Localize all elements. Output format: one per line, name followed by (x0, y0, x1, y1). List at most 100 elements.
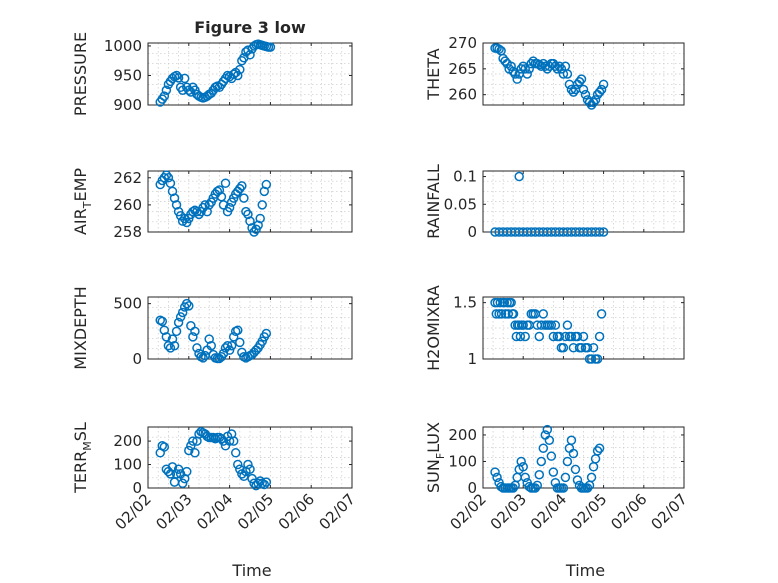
h2omixra-data-point (506, 297, 516, 308)
mixdepth-ylabel: MIXDEPTH (71, 286, 90, 369)
theta-data-point (518, 61, 528, 71)
rainfall-ytick-label: 0.05 (444, 195, 477, 213)
h2omixra-data-point (503, 309, 514, 319)
mixdepth-data-point (257, 336, 267, 347)
air-temp-ylabel-sub: T (81, 201, 94, 209)
sun-flux-data-point (530, 483, 541, 493)
air-temp-data-point (239, 193, 249, 203)
h2omixra-data-point (594, 331, 605, 342)
h2omixra-data-point (576, 342, 587, 353)
air-temp-data-point (194, 209, 204, 220)
terr-msl-data-point (261, 477, 272, 487)
air-temp-data-point (249, 227, 259, 237)
sun-flux-data-point (594, 443, 605, 453)
rainfall-data-point (598, 227, 609, 237)
mixdepth-data-point (188, 332, 198, 342)
theta-data-point (510, 69, 520, 79)
terr-msl-data-point (216, 433, 227, 444)
h2omixra-data-point (554, 331, 565, 342)
terr-msl-ylabel-main: TERR (71, 451, 90, 494)
terr-msl-data-point (186, 441, 196, 451)
theta-data-point (494, 44, 504, 54)
theta-data-point (588, 97, 599, 108)
sun-flux-data-point (490, 467, 500, 477)
terr-msl-ylabel: TERRMSL (71, 422, 94, 494)
h2omixra-data-point (496, 309, 507, 319)
pressure-ylabel: PRESSURE (71, 32, 90, 116)
terr-msl-data-point (167, 462, 178, 472)
mixdepth-data-point (177, 307, 188, 318)
air-temp-data-point (261, 179, 272, 190)
h2omixra-data-point (538, 309, 549, 319)
sun-flux-data-point (546, 451, 557, 461)
mixdepth-data-point (190, 326, 200, 337)
sun-flux-data-point (592, 446, 603, 456)
mixdepth-data-point (173, 317, 184, 328)
terr-msl-ytick-label: 100 (113, 456, 142, 474)
terr-msl-data-point (259, 479, 270, 490)
h2omixra-data-point (491, 309, 502, 319)
pressure-data-point (233, 70, 243, 81)
air-temp-data-point (220, 178, 231, 188)
sun-flux-data-point (562, 456, 573, 467)
mixdepth-data-point (204, 334, 214, 344)
mixdepth-ytick-label: 500 (113, 295, 142, 313)
mixdepth-data-point (175, 312, 186, 322)
h2omixra-data-point (546, 320, 557, 330)
terr-msl-data-point (159, 442, 170, 452)
theta-data-point (562, 69, 573, 79)
mixdepth-data-point (222, 340, 233, 351)
sun-flux-data-point (548, 467, 559, 477)
rainfall-ylabel: RAINFALL (424, 164, 443, 239)
mixdepth-data-point (182, 298, 192, 309)
terr-msl-ylabel-post: SL (71, 422, 90, 441)
h2omixra-ylabel: H2OMIXRA (424, 285, 443, 371)
pressure-data-point (179, 73, 190, 84)
theta-data-point (512, 74, 522, 84)
pressure-data-point (161, 85, 172, 95)
sun-flux-data-point (520, 472, 530, 483)
mixdepth-data-point (167, 334, 178, 344)
terr-msl-data-point (228, 436, 239, 446)
h2omixra-data-point (588, 342, 599, 353)
sun-flux-data-point (582, 483, 593, 493)
terr-msl-ylabel-sub: M (81, 441, 94, 451)
mixdepth-data-point (171, 326, 182, 337)
rainfall-ytick-label: 0.1 (453, 168, 477, 186)
theta-data-point (568, 87, 579, 97)
h2omixra-data-point (596, 309, 607, 319)
theta-ytick-label: 270 (448, 34, 477, 52)
mixdepth-data-point (198, 353, 208, 363)
sun-flux-data-point (544, 435, 555, 446)
air-temp-ylabel-main: AIR (71, 208, 90, 235)
h2omixra-data-point (572, 331, 583, 342)
mixdepth-data-point (163, 340, 174, 351)
pressure-data-point (235, 64, 245, 75)
air-temp-ytick-label: 260 (113, 196, 142, 214)
figure-title: Figure 3 low (194, 18, 306, 37)
terr-msl-data-point (247, 473, 257, 484)
theta-axes-frame (482, 42, 685, 106)
sun-flux-ytick-label: 200 (448, 426, 477, 444)
air-temp-data-point (161, 170, 172, 180)
terr-msl-data-point (184, 445, 194, 456)
mixdepth-data-point (235, 337, 245, 348)
terr-msl-data-point (230, 448, 241, 458)
air-temp-data-point (241, 206, 251, 217)
theta-data-point (584, 97, 595, 108)
terr-msl-data-point (182, 466, 192, 477)
terr-msl-axes-frame (147, 426, 353, 489)
mixdepth-data-point (184, 301, 194, 311)
terr-msl-data-point (171, 469, 182, 479)
sun-flux-data-point (570, 464, 581, 475)
theta-data-point (596, 84, 607, 95)
mixdepth-data-point (224, 345, 235, 355)
theta-ylabel: THETA (424, 48, 443, 100)
mixdepth-ytick-label: 0 (132, 350, 142, 368)
h2omixra-data-point (492, 297, 503, 308)
h2omixra-ytick-label: 1.5 (453, 294, 477, 312)
h2omixra-ytick-label: 1 (467, 350, 477, 368)
sun-flux-data-point (568, 448, 579, 459)
